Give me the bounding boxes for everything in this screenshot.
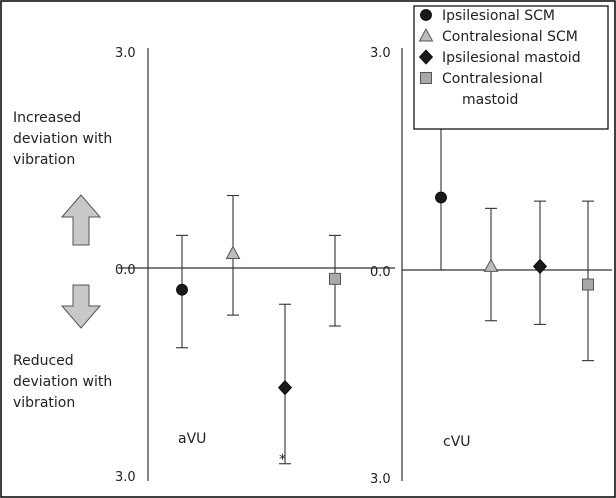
avu-marker-triangle (225, 245, 241, 259)
cvu-point-4 (582, 200, 594, 362)
avu-point-4 (329, 234, 341, 327)
legend-circle-icon (420, 9, 432, 21)
legend-square-icon (420, 72, 432, 84)
cvu-point-1 (435, 128, 447, 271)
increased-label: Increased deviation with vibration (13, 110, 117, 168)
cvu-marker-triangle (483, 258, 499, 272)
legend-label-2: Contralesional SCM (442, 29, 578, 45)
reduced-label: Reduced deviation with vibration (13, 353, 117, 411)
down-arrow-icon (60, 284, 102, 329)
up-arrow-icon (60, 194, 102, 246)
legend-triangle-icon (418, 27, 434, 42)
avu-marker-circle (176, 283, 188, 296)
cvu-marker-circle (435, 191, 447, 204)
legend-diamond-icon (418, 49, 434, 65)
avu-ytick-top: 3.0 (115, 46, 136, 61)
legend-label-contralesional-mastoid: Contralesional mastoid (442, 71, 543, 108)
avu-panel-label: aVU (178, 431, 206, 447)
avu-point-3 (277, 303, 293, 465)
legend: Ipsilesional SCM Contralesional SCM Ipsile… (413, 5, 609, 130)
legend-label-1: Ipsilesional SCM (442, 8, 555, 24)
cvu-marker-diamond (532, 258, 548, 274)
panel-avu: 3.0 0.0 3.0 aVU * Increased deviation wi… (13, 46, 395, 485)
cvu-panel-label: cVU (443, 434, 471, 450)
avu-point-2 (225, 194, 241, 316)
legend-label-3: Ipsilesional mastoid (442, 50, 581, 66)
cvu-data-points (435, 128, 594, 362)
avu-point-1 (176, 234, 188, 349)
avu-marker-diamond (277, 380, 293, 396)
cvu-ytick-zero: 0.0 (370, 265, 391, 280)
cvu-marker-square (582, 278, 594, 291)
cvu-point-2 (483, 207, 499, 322)
avu-ytick-bottom: 3.0 (115, 470, 136, 485)
avu-significance-mark: * (279, 452, 286, 468)
cvu-point-3 (532, 200, 548, 325)
avu-data-points (176, 194, 341, 465)
avu-ytick-zero: 0.0 (115, 263, 136, 278)
legend-box (413, 5, 609, 130)
cvu-ytick-top: 3.0 (370, 46, 391, 61)
panel-cvu: 3.0 0.0 3.0 cVU (370, 46, 612, 487)
avu-marker-square (329, 272, 341, 285)
cvu-ytick-bottom: 3.0 (370, 472, 391, 487)
